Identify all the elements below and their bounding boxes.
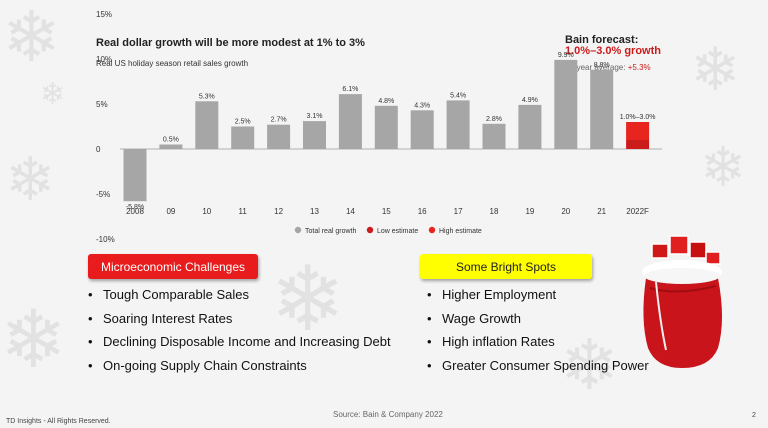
- y-tick-label: 15%: [96, 10, 112, 19]
- bar: [518, 104, 542, 149]
- avg-label: 10-year average:: [565, 63, 626, 72]
- bar-high-estimate: [626, 122, 650, 140]
- avg-value: +5.3%: [627, 63, 651, 72]
- x-tick-label: 2008: [126, 207, 144, 216]
- x-tick-label: 2022F: [626, 207, 649, 216]
- x-tick-label: 11: [239, 207, 248, 216]
- bar: [482, 123, 506, 149]
- y-tick-label: -5%: [96, 190, 110, 199]
- bar: [231, 126, 255, 149]
- bar: [195, 101, 219, 149]
- legend-label: Low estimate: [377, 228, 418, 235]
- y-tick-label: 0: [96, 145, 101, 154]
- bar: [374, 105, 398, 149]
- data-label: 4.3%: [414, 102, 430, 109]
- chart-subtitle: Real US holiday season retail sales grow…: [96, 59, 249, 68]
- bar: [303, 121, 326, 149]
- x-tick-label: 17: [454, 207, 463, 216]
- data-label: -5.8%: [126, 204, 144, 211]
- x-tick-label: 20: [561, 207, 570, 216]
- bar: [338, 94, 362, 149]
- snowflake-icon: ❄: [2, 0, 61, 78]
- x-tick-label: 09: [166, 207, 175, 216]
- legend-marker: [366, 226, 374, 234]
- legend-label: High estimate: [439, 228, 482, 235]
- snowflake-icon: ❄: [5, 145, 56, 215]
- bar-low-estimate: [626, 140, 650, 149]
- ten-year-average: 10-year average: +5.3%: [565, 63, 651, 72]
- bar: [159, 144, 183, 149]
- list-item: Tough Comparable Sales: [88, 287, 391, 311]
- snowflake-icon: ❄: [700, 135, 747, 199]
- legend-marker: [294, 226, 302, 234]
- data-label: 8.8%: [594, 62, 610, 69]
- list-item: High inflation Rates: [427, 334, 649, 358]
- bar: [554, 59, 578, 149]
- data-label: 0.5%: [163, 137, 179, 144]
- list-item: Soaring Interest Rates: [88, 311, 391, 335]
- data-label: 5.4%: [450, 92, 466, 99]
- data-label: 1.0%–3.0%: [620, 114, 656, 121]
- x-tick-label: 13: [310, 207, 319, 216]
- snowflake-icon: ❄: [690, 35, 741, 105]
- list-item: Greater Consumer Spending Power: [427, 358, 649, 382]
- x-tick-label: 21: [597, 207, 606, 216]
- data-label: 2.7%: [271, 117, 287, 124]
- x-tick-label: 10: [202, 207, 211, 216]
- y-tick-label: -10%: [96, 235, 115, 244]
- santa-sack-illustration: [642, 235, 722, 368]
- bright-spots-list: Higher Employment Wage Growth High infla…: [427, 287, 649, 381]
- y-tick-label: 5%: [96, 100, 108, 109]
- chart-title: Real dollar growth will be more modest a…: [96, 37, 365, 49]
- list-item: Wage Growth: [427, 311, 649, 335]
- challenges-heading: Microeconomic Challenges: [88, 254, 258, 279]
- forecast-label: Bain forecast:: [565, 34, 639, 46]
- data-label: 6.1%: [342, 86, 358, 93]
- bar: [410, 110, 434, 149]
- y-tick-label: 10%: [96, 55, 112, 64]
- x-tick-label: 15: [382, 207, 391, 216]
- challenges-list: Tough Comparable Sales Soaring Interest …: [88, 287, 391, 381]
- page-number: 2: [752, 412, 756, 419]
- bar-chart: 15% 10% 5% 0 -5% -10% -5.8%2008 0.5% 09 5.3% 10 2.5…: [96, 10, 662, 244]
- bar: [446, 100, 470, 149]
- x-tick-label: 14: [346, 207, 355, 216]
- source-note: Source: Bain & Company 2022: [333, 410, 443, 419]
- footer-copyright: TD Insights - All Rights Reserved.: [6, 418, 111, 425]
- bar: [123, 149, 147, 202]
- bright-spots-heading: Some Bright Spots: [420, 254, 592, 279]
- data-label: 2.8%: [486, 116, 502, 123]
- x-tick-label: 12: [274, 207, 283, 216]
- x-tick-label: 16: [418, 207, 427, 216]
- snowflake-icon: ❄: [40, 77, 66, 112]
- list-item: Declining Disposable Income and Increasi…: [88, 334, 391, 358]
- legend-marker: [428, 226, 436, 234]
- forecast-range: 1.0%–3.0% growth: [565, 45, 661, 57]
- snowflake-icon: ❄: [0, 293, 68, 386]
- bar: [590, 69, 614, 149]
- list-item: Higher Employment: [427, 287, 649, 311]
- data-label: 4.9%: [522, 97, 538, 104]
- x-tick-label: 19: [525, 207, 534, 216]
- list-item: On-going Supply Chain Constraints: [88, 358, 391, 382]
- data-label: 2.5%: [235, 119, 251, 126]
- data-label: 5.3%: [199, 93, 215, 100]
- data-label: 4.8%: [378, 98, 394, 105]
- data-label: 9.9%: [558, 52, 574, 59]
- data-label: 3.1%: [307, 113, 323, 120]
- bar: [267, 124, 291, 149]
- legend-label: Total real growth: [305, 228, 356, 235]
- x-tick-label: 18: [490, 207, 499, 216]
